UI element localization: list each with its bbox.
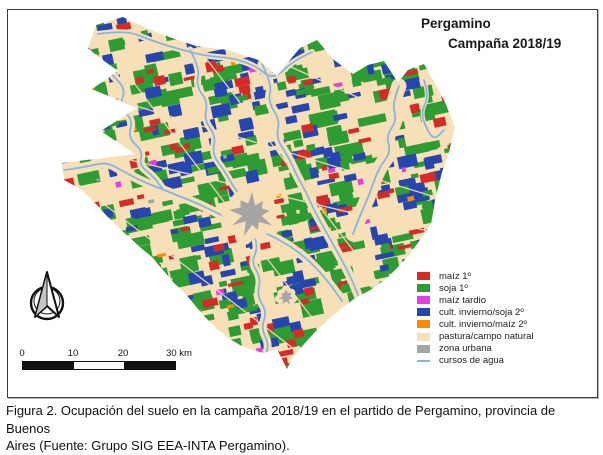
- legend-swatch-invierno-soja2-icon: [417, 308, 430, 316]
- legend-label: cult. invierno/maíz 2º: [439, 319, 527, 330]
- figure-caption: Figura 2. Ocupación del suelo en la camp…: [6, 402, 600, 455]
- legend-label: zona urbana: [439, 343, 492, 354]
- legend-swatch-cursos-agua-icon: [417, 360, 430, 362]
- map-title-line2: Campaña 2018/19: [448, 36, 561, 51]
- legend-label: cursos de agua: [439, 355, 504, 366]
- caption-line1: Figura 2. Ocupación del suelo en la camp…: [6, 402, 600, 437]
- legend-swatch-invierno-maiz2-icon: [417, 320, 430, 328]
- legend-item-invierno-soja2: cult. invierno/soja 2º: [417, 306, 534, 318]
- legend-item-pastura: pastura/campo natural: [417, 330, 534, 342]
- legend-swatch-zona-urbana-icon: [417, 345, 430, 353]
- scalebar-seg-3: [124, 362, 175, 369]
- map-title-line1: Pergamino: [421, 16, 491, 31]
- map-legend: maíz 1º soja 1º maíz tardio cult. invier…: [417, 270, 534, 367]
- legend-swatch-soja1-icon: [417, 284, 430, 292]
- land-use-map: [0, 0, 603, 442]
- legend-label: cult. invierno/soja 2º: [439, 307, 524, 318]
- north-arrow-icon: [21, 270, 73, 326]
- figure-page: { "title": { "line1": "Pergamino", "line…: [0, 0, 603, 442]
- scalebar-seg-2: [74, 362, 125, 369]
- legend-label: soja 1º: [439, 283, 468, 294]
- scalebar-tick-10: 10: [68, 348, 79, 359]
- legend-swatch-pastura-icon: [417, 333, 430, 341]
- legend-label: pastura/campo natural: [439, 331, 534, 342]
- scalebar-end-label: 30 km: [166, 348, 192, 359]
- legend-label: maíz 1º: [439, 271, 471, 282]
- scalebar-tick-0: 0: [19, 348, 24, 359]
- legend-swatch-maiz1-icon: [417, 272, 430, 280]
- scalebar-seg-1: [23, 362, 74, 369]
- legend-item-maiz-tardio: maíz tardio: [417, 294, 534, 306]
- scalebar-bar: [22, 361, 176, 370]
- legend-item-cursos-agua: cursos de agua: [417, 355, 534, 367]
- legend-item-invierno-maiz2: cult. invierno/maíz 2º: [417, 318, 534, 330]
- legend-item-soja1: soja 1º: [417, 282, 534, 294]
- scalebar-tick-20: 20: [118, 348, 129, 359]
- caption-line2: Aires (Fuente: Grupo SIG EEA-INTA Pergam…: [6, 437, 600, 455]
- legend-swatch-maiz-tardio-icon: [417, 296, 430, 304]
- legend-item-zona-urbana: zona urbana: [417, 343, 534, 355]
- legend-label: maíz tardio: [439, 295, 486, 306]
- legend-item-maiz1: maíz 1º: [417, 270, 534, 282]
